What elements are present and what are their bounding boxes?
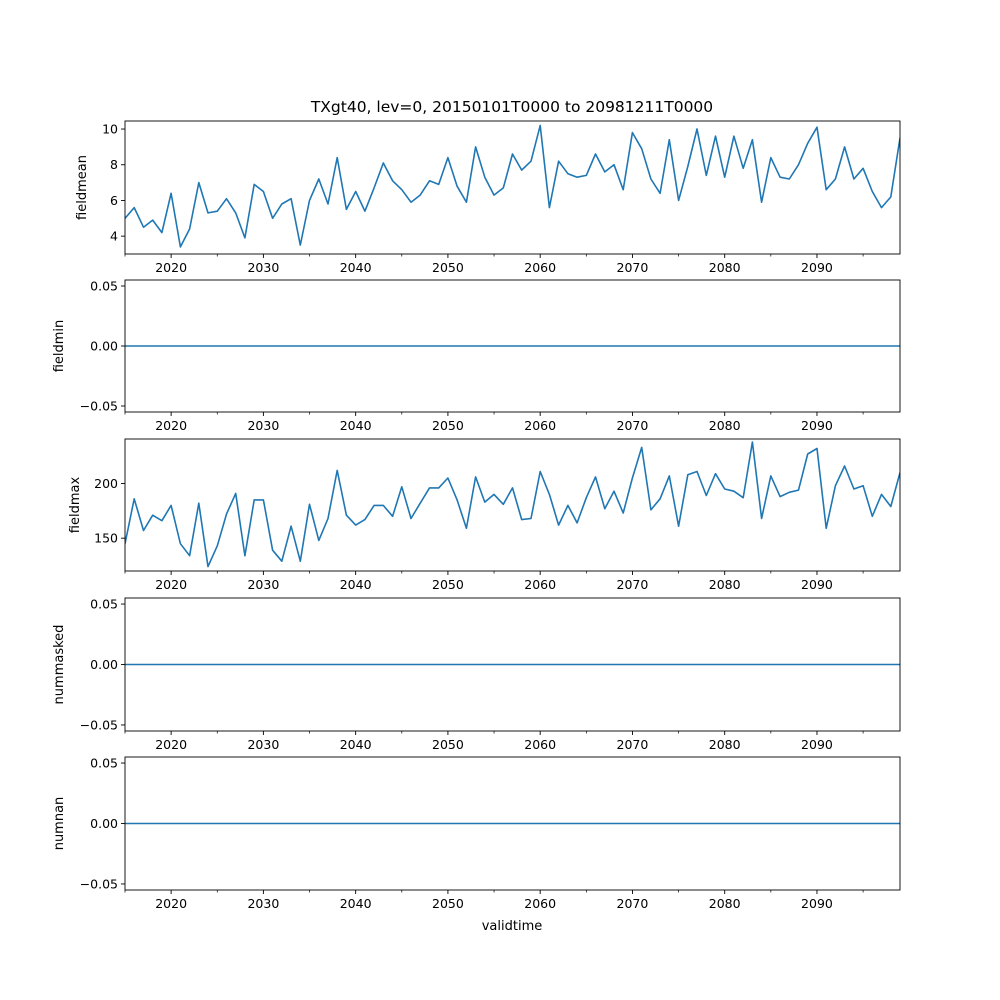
y-tick-label: −0.05 [80,717,118,732]
x-tick-label: 2020 [155,577,187,592]
y-tick-label: 0.00 [90,657,118,672]
x-tick-label: 2050 [432,737,464,752]
x-tick-label: 2090 [801,418,833,433]
x-tick-label: 2060 [524,418,556,433]
subplot-fieldmean: 2020 2030 2040 2050 2060 2070 2080 2090 4 6 8 10 fie… [75,120,901,275]
x-tick-label: 2090 [801,737,833,752]
x-tick-label: 2060 [524,577,556,592]
x-tick-label: 2050 [432,260,464,275]
y-tick-label: 200 [94,476,118,491]
x-tick-label: 2030 [247,577,279,592]
subplot-numnan: 2020 2030 2040 2050 2060 2070 2080 2090 −0.05 0.0… [52,756,901,911]
y-axis-label: fieldmean [75,155,90,220]
axes-frame [124,438,901,572]
x-tick-label: 2070 [617,260,649,275]
x-tick-label: 2030 [247,260,279,275]
x-tick-label: 2080 [709,737,741,752]
x-tick-label: 2040 [340,737,372,752]
y-tick-label: 150 [94,531,118,546]
x-tick-label: 2020 [155,737,187,752]
y-tick-label: 0.05 [90,597,118,612]
y-tick-label: 0.05 [90,756,118,771]
x-tick-label: 2040 [340,577,372,592]
fieldmean-series-line [125,124,900,248]
y-axis-label: nummasked [52,625,67,705]
x-tick-label: 2040 [340,896,372,911]
x-tick-label: 2050 [432,896,464,911]
x-tick-label: 2080 [709,577,741,592]
y-tick-label: 0.00 [90,816,118,831]
y-axis-label: fieldmax [68,477,83,534]
y-tick-label: 0.00 [90,339,118,354]
x-axis-label: validtime [482,919,543,934]
x-tick-label: 2090 [801,896,833,911]
x-tick-label: 2060 [524,260,556,275]
x-tick-label: 2070 [617,418,649,433]
subplot-fieldmin: 2020 2030 2040 2050 2060 2070 2080 2090 −0.05 0.0… [52,279,901,433]
x-tick-label: 2020 [155,896,187,911]
y-axis-label: numnan [52,797,67,851]
fieldmax-series-line [125,441,900,568]
x-tick-label: 2020 [155,260,187,275]
x-tick-label: 2060 [524,896,556,911]
x-tick-label: 2090 [801,260,833,275]
x-tick-label: 2080 [709,418,741,433]
x-tick-label: 2040 [340,260,372,275]
y-axis-label: fieldmin [52,320,67,373]
x-tick-label: 2040 [340,418,372,433]
y-tick-label: −0.05 [80,399,118,414]
x-tick-label: 2080 [709,260,741,275]
x-tick-label: 2030 [247,896,279,911]
y-tick-label: 8 [110,157,118,172]
x-tick-label: 2050 [432,418,464,433]
x-tick-label: 2070 [617,737,649,752]
x-tick-label: 2080 [709,896,741,911]
x-tick-label: 2030 [247,737,279,752]
x-tick-label: 2020 [155,418,187,433]
subplot-nummasked: 2020 2030 2040 2050 2060 2070 2080 2090 −0.05 0.0… [52,597,901,752]
chart-title: TXgt40, lev=0, 20150101T0000 to 20981211… [310,98,713,116]
x-tick-label: 2060 [524,737,556,752]
y-tick-label: 4 [110,229,118,244]
y-tick-label: 6 [110,193,118,208]
y-tick-label: 10 [102,122,118,137]
x-tick-label: 2030 [247,418,279,433]
x-tick-label: 2050 [432,577,464,592]
x-tick-label: 2090 [801,577,833,592]
subplot-fieldmax: 2020 2030 2040 2050 2060 2070 2080 2090 150 200 fi… [68,438,901,592]
x-tick-label: 2070 [617,577,649,592]
y-tick-label: −0.05 [80,876,118,891]
y-tick-label: 0.05 [90,279,118,294]
x-tick-label: 2070 [617,896,649,911]
axes-frame [124,120,901,255]
